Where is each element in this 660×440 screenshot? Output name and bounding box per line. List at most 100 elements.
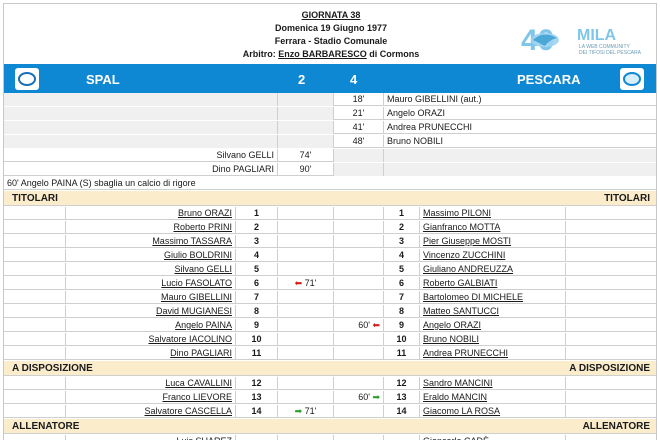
away-player-number: 11 (384, 347, 420, 360)
away-player-link[interactable]: Bartolomeo DI MICHELE (420, 291, 566, 304)
home-player-link[interactable]: Salvatore CASCELLA (66, 405, 236, 418)
away-player-link[interactable]: Pier Giuseppe MOSTI (420, 235, 566, 248)
empty-cell (4, 391, 66, 404)
home-sub-cell: ⬅ 71' (278, 277, 334, 290)
away-player-link[interactable]: Sandro MANCINI (420, 377, 566, 390)
sub-minute: 60' (358, 320, 370, 330)
empty-cell (4, 405, 66, 418)
away-player-number: 3 (384, 235, 420, 248)
sub-minute: 71' (304, 406, 317, 416)
away-player-number: 10 (384, 333, 420, 346)
note-row: 60' Angelo PAINA (S) sbaglia un calcio d… (4, 177, 656, 190)
away-player-link[interactable]: Vincenzo ZUCCHINI (420, 249, 566, 262)
empty-cell (4, 207, 66, 220)
away-player-number: 6 (384, 277, 420, 290)
referee-link[interactable]: Enzo BARBARESCO (278, 49, 367, 59)
sub-minute: 71' (304, 278, 317, 288)
away-score: 4 (350, 72, 358, 87)
empty-cell (4, 435, 66, 440)
home-sub-cell (278, 333, 334, 346)
empty-cell (566, 333, 656, 346)
home-player-link[interactable]: Massimo TASSARA (66, 235, 236, 248)
section-label-home: A DISPOSIZIONE (12, 363, 93, 374)
home-score: 2 (298, 72, 306, 87)
section-bench: A DISPOSIZIONE A DISPOSIZIONE (4, 361, 656, 376)
empty-cell (334, 163, 384, 176)
lineup-row: Luca CAVALLINI 12 12 Sandro MANCINI (4, 377, 656, 390)
away-player-link[interactable]: Massimo PILONI (420, 207, 566, 220)
home-player-link[interactable]: Dino PAGLIARI (66, 347, 236, 360)
lineup-row: Mauro GIBELLINI 7 7 Bartolomeo DI MICHELE (4, 291, 656, 304)
away-player-link[interactable]: Giuliano ANDREUZZA (420, 263, 566, 276)
away-sub-cell (334, 333, 384, 346)
referee-line: Arbitro: Enzo BARBARESCO di Cormons (242, 49, 420, 59)
empty-cell (334, 435, 384, 440)
home-sub-cell (278, 221, 334, 234)
home-team-name[interactable]: SPAL (86, 72, 120, 87)
home-player-link[interactable]: Mauro GIBELLINI (66, 291, 236, 304)
away-coach-link[interactable]: Giancarlo CADÈ (420, 435, 566, 440)
away-sub-cell (334, 405, 384, 418)
away-player-number: 2 (384, 221, 420, 234)
home-player-link[interactable]: Lucio FASOLATO (66, 277, 236, 290)
goal-scorer: Mauro GIBELLINI (aut.) (384, 93, 656, 106)
home-player-link[interactable]: Giulio BOLDRINI (66, 249, 236, 262)
section-label-away: A DISPOSIZIONE (569, 363, 650, 374)
home-player-number: 2 (236, 221, 278, 234)
empty-cell (566, 277, 656, 290)
goal-scorer: Dino PAGLIARI (4, 163, 278, 176)
home-player-link[interactable]: Salvatore IACOLINO (66, 333, 236, 346)
empty-cell (566, 221, 656, 234)
empty-cell (566, 263, 656, 276)
empty-cell (278, 93, 334, 106)
spal-crest-icon[interactable] (15, 68, 39, 90)
svg-text:DEI TIFOSI DEL PESCARA: DEI TIFOSI DEL PESCARA (579, 50, 642, 56)
home-sub-cell (278, 391, 334, 404)
empty-cell (4, 319, 66, 332)
empty-cell (566, 249, 656, 262)
away-player-link[interactable]: Angelo ORAZI (420, 319, 566, 332)
goal-scorer: Angelo ORAZI (384, 107, 656, 120)
home-player-link[interactable]: Franco LIEVORE (66, 391, 236, 404)
home-sub-cell (278, 249, 334, 262)
away-player-link[interactable]: Bruno NOBILI (420, 333, 566, 346)
away-player-link[interactable]: Giacomo LA ROSA (420, 405, 566, 418)
home-coach-link[interactable]: Luis SUAREZ (66, 435, 236, 440)
lineup-row: Salvatore CASCELLA 14 ➡ 71' 14 Giacomo LA RO… (4, 405, 656, 418)
away-player-link[interactable]: Eraldo MANCIN (420, 391, 566, 404)
section-label-away: TITOLARI (604, 193, 650, 204)
home-player-number: 8 (236, 305, 278, 318)
home-player-number: 12 (236, 377, 278, 390)
match-date: Domenica 19 Giugno 1977 (274, 23, 388, 33)
pescara-crest-icon[interactable] (620, 68, 644, 90)
away-player-link[interactable]: Andrea PRUNECCHI (420, 347, 566, 360)
empty-cell (4, 121, 278, 134)
away-player-link[interactable]: Roberto GALBIATI (420, 277, 566, 290)
empty-cell (384, 163, 656, 176)
away-player-number: 1 (384, 207, 420, 220)
home-player-link[interactable]: Angelo PAINA (66, 319, 236, 332)
section-label-home: ALLENATORE (12, 421, 80, 432)
home-player-link[interactable]: Roberto PRINI (66, 221, 236, 234)
home-player-link[interactable]: Bruno ORAZI (66, 207, 236, 220)
empty-cell (236, 435, 278, 440)
home-sub-cell (278, 291, 334, 304)
empty-cell (334, 149, 384, 162)
goal-row: 41' Andrea PRUNECCHI (4, 121, 656, 134)
away-player-link[interactable]: Matteo SANTUCCI (420, 305, 566, 318)
home-player-link[interactable]: Silvano GELLI (66, 263, 236, 276)
home-player-number: 7 (236, 291, 278, 304)
away-sub-cell: 60' ⬅ (334, 319, 384, 332)
home-player-link[interactable]: Luca CAVALLINI (66, 377, 236, 390)
section-label-home: TITOLARI (12, 193, 58, 204)
giornata-link[interactable]: GIORNATA 38 (301, 10, 361, 20)
away-team-name[interactable]: PESCARA (517, 72, 581, 87)
away-player-number: 13 (384, 391, 420, 404)
away-player-number: 4 (384, 249, 420, 262)
section-coach: ALLENATORE ALLENATORE (4, 419, 656, 434)
away-player-link[interactable]: Gianfranco MOTTA (420, 221, 566, 234)
sub-minute: 60' (358, 392, 370, 402)
home-player-link[interactable]: David MUGIANESI (66, 305, 236, 318)
match-header: GIORNATA 38 Domenica 19 Giugno 1977 Ferr… (4, 4, 657, 64)
forty-mila-logo[interactable]: 40 MILA LA WEB COMMUNITY DEI TIFOSI DEL … (519, 22, 657, 58)
